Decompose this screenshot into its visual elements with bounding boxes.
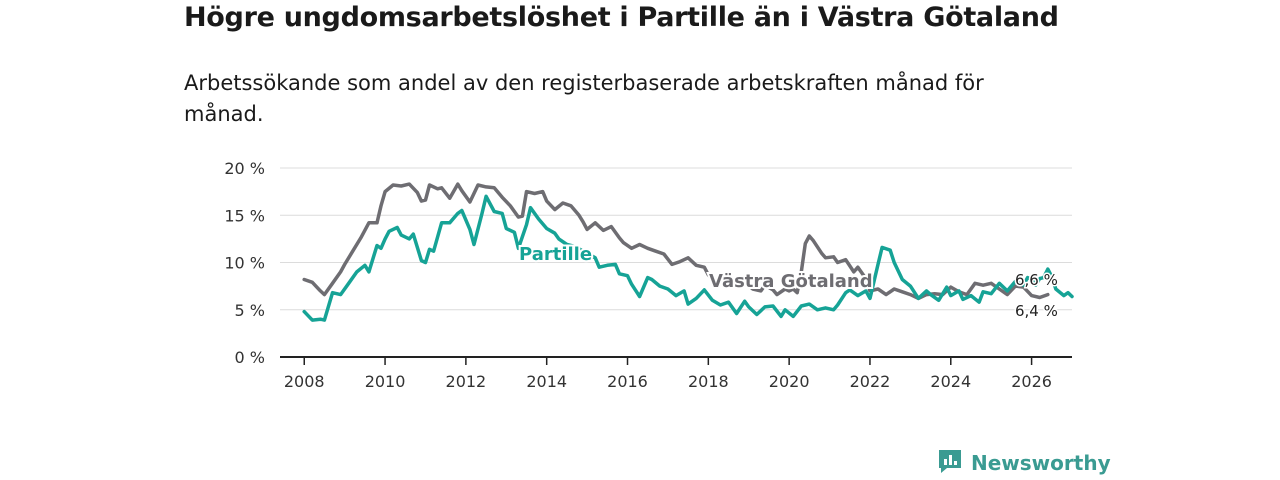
y-tick-label: 15 % [224,206,265,225]
x-tick-label: 2018 [688,372,729,391]
partille-series-label: Partille [519,244,592,265]
y-tick-label: 10 % [224,254,265,273]
y-tick-label: 5 % [235,301,265,320]
axis-layer: 0 % 5 % 10 % 15 % 20 % 2008 2010 2012 2014 2016 20… [224,159,1072,391]
y-tick-label: 20 % [224,159,265,178]
partille-line [302,194,1074,322]
x-tick-label: 2020 [769,372,810,391]
x-tick-label: 2022 [850,372,891,391]
brand-logo[interactable]: Newsworthy [937,448,1111,478]
x-tick-label: 2010 [365,372,406,391]
vastra-gotaland-line [302,182,1050,301]
x-tick-label: 2024 [930,372,971,391]
series-layer [302,182,1074,322]
newsworthy-logo-icon [937,448,963,478]
line-chart: 0 % 5 % 10 % 15 % 20 % 2008 2010 2012 2014 2016 20… [224,159,1074,391]
x-tick-label: 2012 [446,372,487,391]
chart-title: Högre ungdomsarbetslöshet i Partille än … [184,2,1059,33]
x-tick-label: 2014 [526,372,567,391]
x-tick-label: 2008 [284,372,325,391]
x-tick-label: 2026 [1011,372,1052,391]
chart-subtitle: Arbetssökande som andel av den registerb… [184,71,984,126]
y-tick-label: 0 % [235,348,265,367]
vastra-gotaland-end-label: 6,6 % [1015,271,1058,289]
partille-end-label: 6,4 % [1015,302,1058,320]
label-layer: Västra Götaland Partille 6,6 % 6,4 % [517,242,1059,322]
brand-name: Newsworthy [971,451,1111,475]
x-tick-label: 2016 [607,372,648,391]
grid-layer [280,167,1072,311]
vastra-gotaland-series-label: Västra Götaland [709,271,873,292]
